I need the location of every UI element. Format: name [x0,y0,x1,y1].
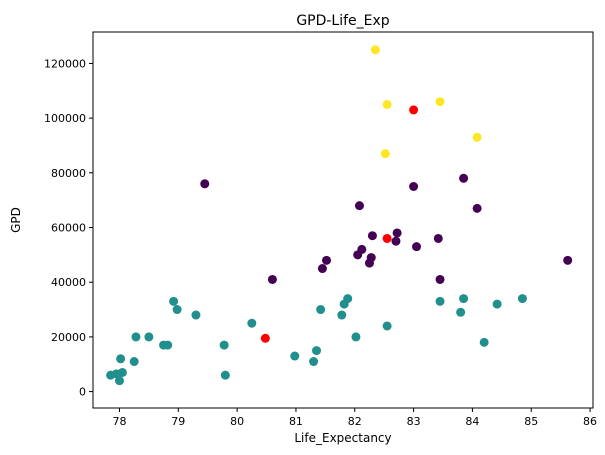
x-tick-label: 84 [465,415,479,428]
x-tick-label: 80 [230,415,244,428]
y-tick-label: 20000 [51,331,86,344]
chart-title: GPD-Life_Exp [296,13,389,29]
data-point-cluster-1 [492,299,502,309]
plot-frame [92,31,594,409]
x-tick-label: 86 [583,415,597,428]
y-tick-label: 80000 [51,167,86,180]
data-points [106,45,573,386]
data-point-cluster-1 [309,357,319,367]
y-tick-label: 60000 [51,222,86,235]
x-tick-label: 82 [348,415,362,428]
data-point-cluster-1 [191,310,201,320]
data-point-cluster-1 [312,346,322,356]
y-axis-label: GPD [9,207,23,233]
data-point-cluster-1 [114,376,124,386]
data-point-cluster-0 [322,255,332,265]
data-point-cluster-0 [200,179,210,189]
data-point-cluster-1 [129,357,139,367]
y-tick-label: 120000 [44,57,86,70]
y-tick-label: 40000 [51,276,86,289]
x-tick-label: 81 [289,415,303,428]
data-point-cluster-0 [459,173,469,183]
data-point-cluster-1 [337,310,347,320]
data-point-cluster-0 [367,231,377,241]
data-point-cluster-1 [169,296,179,306]
data-point-cluster-1 [459,294,469,304]
data-point-cluster-2 [472,132,482,142]
x-tick-label: 85 [524,415,538,428]
data-point-cluster-1 [316,305,326,315]
x-tick-label: 83 [407,415,421,428]
data-point-cluster-1 [435,296,445,306]
data-point-cluster-0 [412,242,422,252]
data-point-cluster-1 [382,321,392,331]
x-tick-label: 79 [171,415,185,428]
data-point-cluster-1 [163,340,173,350]
data-point-cluster-1 [116,354,126,364]
data-point-cluster-1 [220,370,230,380]
data-point-cluster-0 [357,244,367,254]
data-point-cluster-0 [433,233,443,243]
data-point-cluster-2 [380,149,390,159]
x-tick-label: 78 [112,415,126,428]
data-point-cluster-0 [366,253,376,263]
data-point-cluster-1 [131,332,141,342]
data-point-cluster-1 [144,332,154,342]
data-point-cluster-1 [117,367,127,377]
data-point-cluster-2 [370,45,380,55]
data-point-cluster-1 [290,351,300,361]
x-axis-label: Life_Expectancy [294,431,391,445]
data-point-cluster-0 [391,236,401,246]
data-point-cluster-1 [456,307,466,317]
data-point-cluster-1 [517,294,527,304]
data-point-cluster-0 [409,182,419,192]
data-point-cluster-1 [172,305,182,315]
y-tick-label: 0 [79,386,86,399]
data-point-cluster-0 [267,274,277,284]
data-point-cluster-0 [435,274,445,284]
axis-ticks: 78 79 80 81 82 83 84 85 86 0 20000 40000 60000 80000 1… [44,57,597,428]
data-point-cluster-1 [351,332,361,342]
data-point-cluster-0 [472,203,482,213]
data-point-cluster-1 [343,294,353,304]
data-point-cluster-3 [260,333,270,343]
data-point-cluster-1 [479,337,489,347]
data-point-cluster-0 [563,255,573,265]
data-point-cluster-1 [219,340,229,350]
data-point-cluster-0 [392,228,402,238]
data-point-cluster-0 [317,264,327,274]
data-point-cluster-1 [247,318,257,328]
data-point-cluster-0 [354,201,364,211]
data-point-cluster-3 [382,233,392,243]
y-tick-label: 100000 [44,112,86,125]
data-point-cluster-2 [435,97,445,107]
data-point-cluster-3 [409,105,419,115]
data-point-cluster-2 [382,99,392,109]
